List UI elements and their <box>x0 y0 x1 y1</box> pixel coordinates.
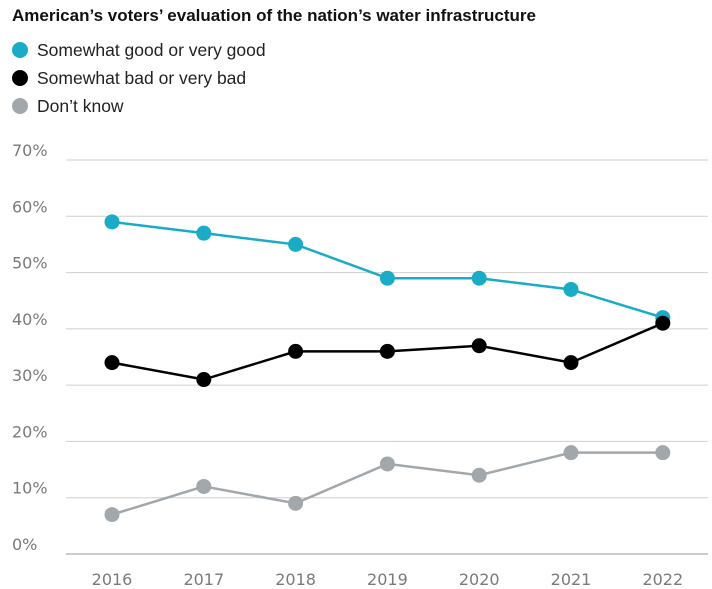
y-tick-label: 0% <box>12 535 37 554</box>
data-point-0 <box>104 214 120 230</box>
legend-swatch-bad <box>12 70 28 86</box>
x-tick-label: 2016 <box>92 570 133 589</box>
data-point-1 <box>379 343 395 359</box>
data-point-2 <box>104 507 120 523</box>
x-tick-label: 2021 <box>551 570 592 589</box>
x-tick-label: 2018 <box>275 570 316 589</box>
x-tick-label: 2022 <box>642 570 683 589</box>
legend-item-bad: Somewhat bad or very bad <box>12 64 266 92</box>
legend-label-good: Somewhat good or very good <box>37 39 266 60</box>
series-line-0 <box>111 220 664 319</box>
y-tick-label: 70% <box>12 141 48 160</box>
data-point-2 <box>563 445 579 461</box>
data-point-0 <box>196 225 212 241</box>
data-point-1 <box>104 355 120 371</box>
data-point-0 <box>288 236 304 252</box>
y-tick-label: 10% <box>12 479 48 498</box>
data-point-1 <box>655 315 671 331</box>
legend-label-dont-know: Don’t know <box>37 95 124 116</box>
y-tick-label: 50% <box>12 254 48 273</box>
data-point-0 <box>471 270 487 286</box>
x-tick-label: 2017 <box>183 570 224 589</box>
data-point-2 <box>655 445 671 461</box>
y-tick-label: 30% <box>12 366 48 385</box>
data-point-1 <box>563 355 579 371</box>
data-point-1 <box>288 343 304 359</box>
data-point-0 <box>563 281 579 297</box>
data-point-2 <box>379 456 395 472</box>
legend-item-good: Somewhat good or very good <box>12 36 266 64</box>
data-point-1 <box>196 372 212 388</box>
data-point-2 <box>196 478 212 494</box>
chart-title: American’s voters’ evaluation of the nat… <box>12 6 536 25</box>
y-tick-label: 20% <box>12 422 48 441</box>
legend-swatch-good <box>12 42 28 58</box>
y-tick-label: 40% <box>12 310 48 329</box>
legend-item-dont-know: Don’t know <box>12 92 266 120</box>
legend-swatch-dont-know <box>12 98 28 114</box>
x-tick-label: 2020 <box>459 570 500 589</box>
data-point-2 <box>471 467 487 483</box>
y-tick-label: 60% <box>12 197 48 216</box>
data-point-0 <box>379 270 395 286</box>
legend-label-bad: Somewhat bad or very bad <box>37 67 247 88</box>
data-point-1 <box>471 338 487 354</box>
x-tick-label: 2019 <box>367 570 408 589</box>
legend: Somewhat good or very good Somewhat bad … <box>12 36 266 120</box>
data-point-2 <box>288 495 304 511</box>
